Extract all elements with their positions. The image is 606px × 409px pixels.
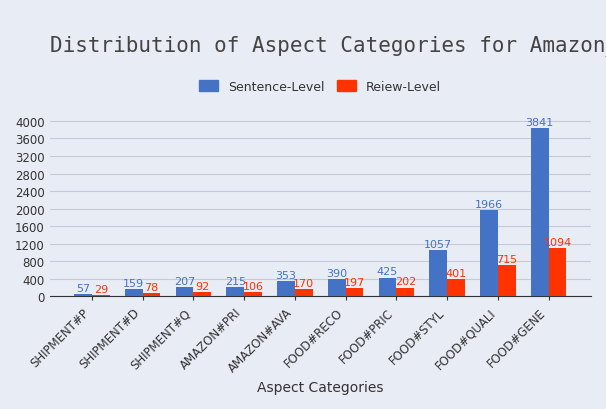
Bar [345, 288, 364, 297]
Text: 390: 390 [326, 268, 347, 279]
Text: 1966: 1966 [475, 199, 503, 209]
Text: 92: 92 [195, 281, 210, 291]
Text: 1094: 1094 [544, 238, 571, 247]
Bar [498, 265, 516, 297]
Text: 78: 78 [144, 282, 159, 292]
Text: 401: 401 [445, 268, 467, 278]
Bar [447, 279, 465, 297]
Bar [125, 290, 143, 297]
Bar [277, 281, 295, 297]
Text: 170: 170 [293, 278, 315, 288]
Text: 3841: 3841 [525, 117, 554, 127]
Text: 215: 215 [225, 276, 246, 286]
Bar [548, 249, 567, 297]
Bar [396, 288, 414, 297]
Bar [379, 278, 396, 297]
Bar [531, 128, 548, 297]
Bar [328, 280, 345, 297]
Text: 202: 202 [395, 276, 416, 287]
Text: 425: 425 [377, 267, 398, 277]
Text: Distribution of Aspect Categories for Amazon_FF: Distribution of Aspect Categories for Am… [50, 36, 606, 56]
Bar [176, 288, 193, 297]
Text: 29: 29 [94, 284, 108, 294]
Legend: Sentence-Level, Reiew-Level: Sentence-Level, Reiew-Level [195, 76, 446, 99]
Text: 353: 353 [276, 270, 296, 280]
Text: 207: 207 [174, 276, 195, 286]
Bar [227, 288, 244, 297]
Text: 715: 715 [496, 254, 518, 264]
Bar [193, 293, 211, 297]
Bar [295, 289, 313, 297]
Bar [143, 293, 161, 297]
Text: 197: 197 [344, 277, 365, 287]
X-axis label: Aspect Categories: Aspect Categories [257, 380, 384, 394]
Bar [480, 211, 498, 297]
Text: 159: 159 [123, 279, 144, 288]
Bar [244, 292, 262, 297]
Bar [74, 294, 92, 297]
Bar [92, 295, 110, 297]
Text: 1057: 1057 [424, 239, 452, 249]
Text: 57: 57 [76, 283, 90, 293]
Text: 106: 106 [242, 281, 264, 291]
Bar [430, 250, 447, 297]
